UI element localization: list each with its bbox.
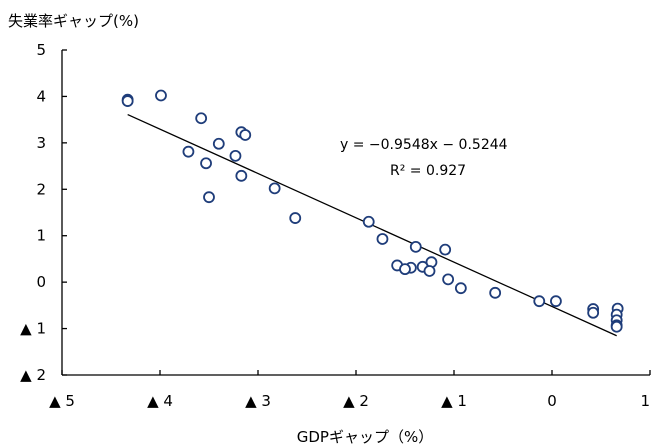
x-axis: ▲ 5 ▲ 4 ▲ 3 ▲ 2 ▲ 1 0 1 — [49, 370, 651, 410]
data-point — [376, 233, 389, 245]
data-points — [121, 89, 624, 333]
data-point — [533, 295, 546, 308]
data-point — [489, 286, 502, 299]
data-point — [409, 240, 422, 253]
x-tick-label: ▲ 1 — [441, 392, 467, 410]
data-point — [155, 89, 167, 102]
data-point — [229, 149, 242, 162]
y-tick-label: 3 — [36, 134, 46, 152]
y-tick-label: ▲ 1 — [20, 320, 46, 338]
y-tick-label: 4 — [36, 87, 46, 105]
data-point — [239, 129, 252, 141]
y-tick-label: 1 — [36, 227, 46, 245]
y-tick-label: 2 — [36, 180, 46, 198]
data-point — [235, 169, 248, 182]
data-point — [610, 320, 623, 333]
y-tick-label: 0 — [36, 273, 46, 291]
data-point — [442, 273, 455, 286]
data-point — [268, 182, 281, 195]
y-axis-title: 失業率ギャップ(%) — [8, 12, 139, 30]
y-tick-label: 5 — [36, 41, 46, 59]
data-point — [399, 263, 411, 276]
y-tick-label: ▲ 2 — [20, 366, 46, 384]
data-point — [587, 306, 600, 319]
x-tick-label: 1 — [640, 392, 650, 410]
data-point — [423, 265, 436, 277]
data-point — [439, 243, 452, 256]
data-point — [203, 191, 215, 204]
data-point — [121, 95, 134, 107]
y-axis: 5 4 3 2 1 0 ▲ 1 ▲ 2 — [20, 41, 67, 384]
trendline-r-squared: R² = 0.927 — [390, 163, 466, 179]
x-axis-title: GDPギャップ（%） — [297, 428, 433, 446]
data-point — [195, 112, 208, 125]
x-tick-label: ▲ 4 — [147, 392, 173, 410]
x-tick-label: ▲ 2 — [343, 392, 369, 410]
data-point — [182, 145, 195, 158]
data-point — [212, 137, 225, 150]
data-point — [550, 295, 562, 308]
data-point — [289, 212, 302, 224]
x-tick-label: ▲ 3 — [245, 392, 271, 410]
data-point — [200, 157, 212, 170]
data-point — [454, 282, 467, 295]
x-tick-label: 0 — [547, 392, 557, 410]
x-tick-label: ▲ 5 — [49, 392, 75, 410]
trendline-equation: y = −0.9548x − 0.5244 — [340, 137, 508, 153]
data-point — [362, 215, 375, 228]
